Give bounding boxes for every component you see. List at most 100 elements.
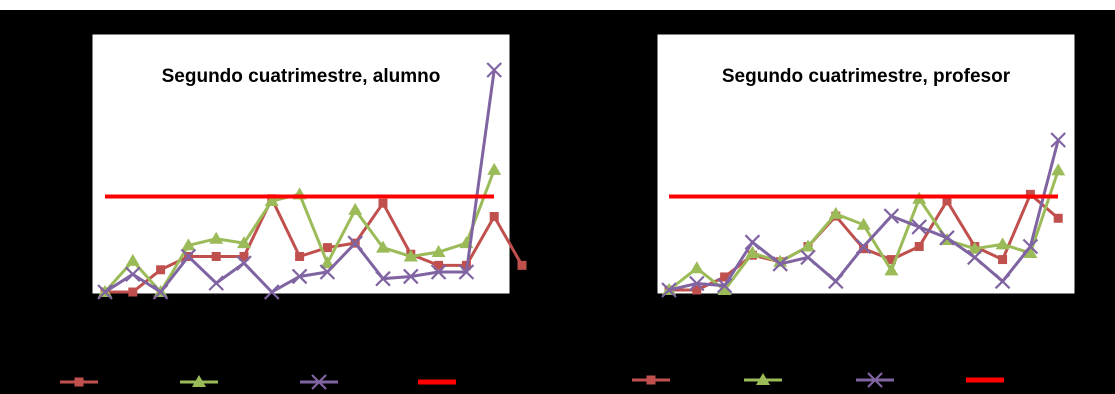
data-point-square	[239, 251, 249, 261]
x-marker-stroke	[1022, 238, 1039, 255]
data-point-square	[517, 260, 527, 270]
data-point-triangle	[431, 245, 446, 258]
x-marker-stroke	[855, 238, 872, 255]
data-point-square	[156, 265, 166, 275]
x-marker-stroke	[486, 62, 502, 78]
data-point-square	[914, 242, 924, 252]
data-point-triangle	[237, 236, 251, 249]
x-marker-stroke	[236, 255, 252, 271]
data-point-square	[322, 243, 332, 253]
legend-marker	[867, 372, 883, 388]
data-point-x	[375, 270, 391, 287]
data-point-x	[855, 238, 872, 255]
x-marker-stroke	[772, 256, 788, 272]
legend-marker	[74, 377, 84, 387]
data-point-x	[800, 249, 816, 266]
chart-title: Segundo cuatrimestre, alumno	[162, 66, 441, 87]
data-point-square	[692, 285, 702, 295]
data-point-triangle	[801, 239, 815, 252]
data-point-square	[489, 212, 499, 222]
legend	[632, 372, 1004, 388]
data-point-square	[434, 260, 444, 270]
data-point-square	[1025, 189, 1035, 199]
legend-item-x	[856, 372, 894, 388]
x-marker-stroke	[264, 284, 280, 300]
data-point-triangle	[689, 261, 704, 274]
data-point-triangle	[487, 162, 502, 175]
data-point-triangle	[376, 240, 390, 253]
legend-item-x	[300, 374, 338, 390]
x-marker-stroke	[661, 282, 677, 298]
x-marker-stroke	[347, 235, 363, 251]
data-point-triangle	[884, 263, 899, 276]
data-point-triangle	[320, 256, 335, 269]
legend-marker	[192, 375, 206, 387]
data-point-triangle	[717, 283, 732, 295]
x-marker-stroke	[689, 275, 705, 292]
x-marker-stroke	[744, 234, 761, 250]
data-point-triangle	[995, 237, 1010, 250]
data-point-triangle	[348, 202, 363, 215]
data-point-x	[1022, 238, 1039, 255]
x-marker-stroke	[716, 277, 733, 294]
x-marker-stroke	[911, 219, 927, 235]
data-point-square	[720, 272, 730, 282]
data-point-x	[661, 282, 677, 298]
legend-marker	[311, 374, 327, 390]
data-point-triangle	[181, 238, 196, 251]
x-marker-stroke	[1050, 132, 1066, 148]
series-line-square	[105, 195, 524, 294]
data-point-x	[911, 219, 927, 235]
data-point-square	[211, 251, 221, 261]
data-point-x	[319, 264, 336, 280]
data-point-x	[486, 62, 502, 78]
x-marker-stroke	[967, 249, 983, 266]
data-point-square	[378, 198, 388, 208]
data-point-square	[942, 196, 952, 206]
data-point-x	[430, 264, 447, 280]
data-point-triangle	[828, 206, 843, 219]
x-marker-stroke	[97, 284, 113, 300]
x-marker-stroke	[828, 273, 844, 290]
data-point-triangle	[1023, 246, 1038, 259]
x-marker-stroke	[319, 264, 336, 280]
data-point-x	[236, 255, 252, 271]
data-point-square	[295, 251, 305, 261]
legend-item-square	[60, 377, 98, 387]
chart-title: Segundo cuatrimestre, profesor	[722, 66, 1011, 87]
chart-2: Segundo cuatrimestre, profesor	[632, 33, 1076, 388]
data-point-x	[264, 284, 280, 300]
data-point-triangle	[1051, 163, 1066, 176]
data-point-x	[125, 266, 141, 283]
data-point-triangle	[403, 249, 418, 262]
x-marker-stroke	[291, 268, 308, 285]
data-point-square	[998, 255, 1008, 265]
data-point-x	[716, 277, 733, 294]
data-point-square	[1053, 213, 1063, 223]
data-point-x	[458, 264, 475, 280]
data-point-x	[208, 275, 224, 291]
data-point-x	[403, 268, 419, 285]
data-point-triangle	[125, 253, 140, 266]
data-point-triangle	[209, 231, 224, 244]
data-point-x	[1050, 132, 1066, 148]
x-marker-stroke	[883, 208, 900, 224]
x-marker-stroke	[152, 284, 169, 300]
x-marker-stroke	[125, 266, 141, 283]
data-point-x	[994, 273, 1011, 290]
legend-marker	[756, 373, 770, 385]
data-point-x	[689, 275, 705, 292]
outer-white-band	[0, 0, 1115, 10]
x-marker-stroke	[180, 248, 197, 265]
x-marker-stroke	[800, 249, 816, 266]
data-point-x	[97, 284, 113, 300]
chart-1: Segundo cuatrimestre, alumno	[60, 33, 527, 390]
legend-item-triangle	[180, 375, 218, 387]
x-marker-stroke	[994, 273, 1011, 290]
data-point-x	[967, 249, 983, 266]
data-point-square	[128, 287, 138, 297]
data-point-triangle	[264, 193, 279, 206]
data-point-x	[772, 256, 788, 272]
data-point-triangle	[856, 217, 871, 230]
